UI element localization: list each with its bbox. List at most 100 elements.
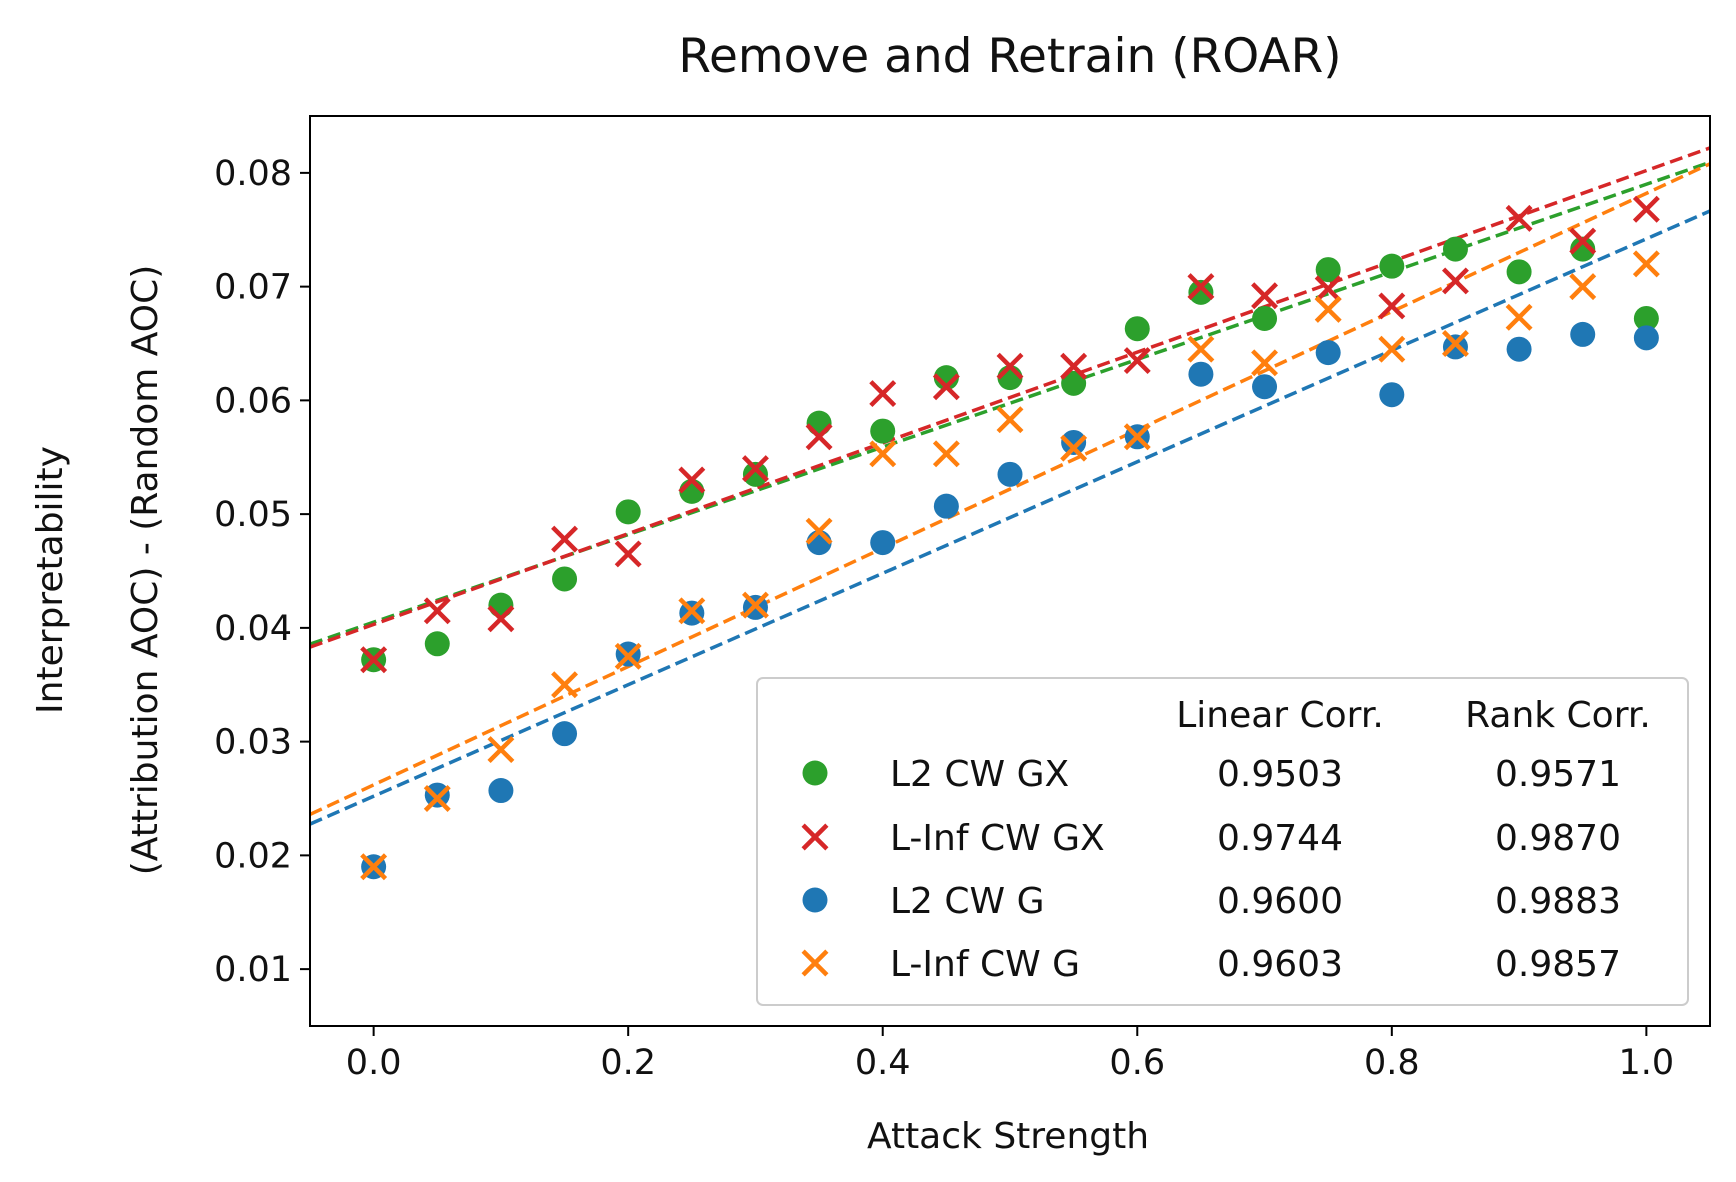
x-tick-label: 0.0 [346,1043,402,1083]
legend-item-l-inf-cw-g: L-Inf CW G 0.9603 0.9857 [801,944,1621,985]
plot-frame [309,115,1711,1027]
y-tick-label: 0.07 [214,268,292,308]
point-l-inf-cw-g [869,440,897,468]
point-l2-cw-g [1061,429,1087,455]
point-l-inf-cw-gx [423,597,451,625]
point-l-inf-cw-g [1314,295,1342,323]
point-l-inf-cw-g [614,642,642,670]
point-l2-cw-g [1633,325,1659,351]
point-l2-cw-gx [1633,305,1659,331]
legend-label: L2 CW GX [890,754,1069,795]
point-l-inf-cw-gx [1569,227,1597,255]
fit-line-l-inf-cw-g [310,162,1710,817]
point-l-inf-cw-g [551,671,579,699]
point-l-inf-cw-g [1187,335,1215,363]
y-axis-label-line-2: (Attribution AOC) - (Random AOC) [125,265,166,876]
legend-rank-corr: 0.9857 [1495,944,1621,985]
y-tick-label: 0.01 [214,950,292,990]
fit-line-l-inf-cw-gx [310,146,1710,649]
point-l-inf-cw-g [805,517,833,545]
point-l-inf-cw-g [360,853,388,881]
y-tick-label: 0.05 [214,495,292,535]
point-l-inf-cw-g [1632,250,1660,278]
legend-label: L-Inf CW G [890,944,1080,985]
legend-marker-l-inf-cw-gx [801,823,829,851]
point-l-inf-cw-g [1505,303,1533,331]
point-l2-cw-gx [1252,305,1278,331]
point-l-inf-cw-gx [1187,273,1215,301]
legend-label: L-Inf CW GX [890,818,1105,859]
legend-box [756,677,1689,1006]
point-l-inf-cw-g [1378,335,1406,363]
point-l-inf-cw-g [1060,434,1088,462]
point-l-inf-cw-g [741,591,769,619]
point-l-inf-cw-gx [614,540,642,568]
point-l2-cw-g [1188,361,1214,387]
point-l-inf-cw-gx [1060,352,1088,380]
point-l2-cw-g [1442,334,1468,360]
point-l-inf-cw-g [1441,330,1469,357]
legend-header-rank: Rank Corr. [1465,695,1651,736]
point-l2-cw-gx [933,365,959,391]
point-l2-cw-g [933,493,959,519]
x-tick-label: 0.8 [1364,1043,1420,1083]
point-l2-cw-g [488,778,514,804]
legend-item-l-inf-cw-gx: L-Inf CW GX 0.9744 0.9870 [801,818,1621,859]
legend-rank-corr: 0.9571 [1495,754,1621,795]
point-l2-cw-gx [1061,370,1087,396]
point-l-inf-cw-gx [1123,347,1151,375]
point-l2-cw-gx [1570,236,1596,262]
chart-title: Remove and Retrain (ROAR) [678,29,1341,84]
point-l2-cw-gx [1506,259,1532,285]
x-axis: 0.0 0.2 0.4 0.6 0.8 1.0 [346,1026,1674,1083]
x-tick-label: 0.4 [855,1043,911,1083]
y-tick-label: 0.06 [214,381,292,421]
point-l-inf-cw-gx [487,605,515,633]
legend-rank-corr: 0.9870 [1495,818,1621,859]
point-l-inf-cw-gx [741,455,769,483]
y-axis-label-line-1: Interpretability [30,446,71,714]
point-l-inf-cw-gx [996,352,1024,380]
point-l-inf-cw-g [678,597,706,625]
point-l-inf-cw-gx [360,646,388,674]
point-l2-cw-gx [615,499,641,525]
legend-item-l2-cw-g: L2 CW G 0.9600 0.9883 [802,881,1621,922]
point-l-inf-cw-g [487,736,515,764]
legend-rows: L2 CW GX 0.9503 0.9571 L-Inf CW GX 0.9744 0.9… [801,754,1621,985]
point-l-inf-cw-gx [869,380,897,408]
legend-linear-corr: 0.9600 [1217,881,1343,922]
point-l2-cw-gx [1315,257,1341,283]
x-tick-label: 0.2 [600,1043,656,1083]
y-tick-label: 0.03 [214,723,292,763]
series-l2-cw-gx [361,236,1659,673]
point-l2-cw-g [997,461,1023,487]
x-tick-label: 0.6 [1109,1043,1165,1083]
y-axis: 0.01 0.02 0.03 0.04 0.05 0.06 0.07 0.08 [214,154,310,990]
point-l2-cw-gx [1124,316,1150,342]
point-l2-cw-g [552,721,578,747]
point-l-inf-cw-gx [678,466,706,494]
point-l2-cw-gx [1188,279,1214,305]
point-l2-cw-g [1315,340,1341,366]
point-l2-cw-g [1570,321,1596,347]
point-l2-cw-gx [488,592,514,618]
point-l2-cw-g [424,782,450,808]
series-l-inf-cw-gx [360,195,1660,674]
point-l2-cw-gx [1379,253,1405,279]
fit-line-l2-cw-g [310,209,1710,826]
x-tick-label: 1.0 [1619,1043,1675,1083]
legend-label: L2 CW G [890,881,1044,922]
y-tick-label: 0.04 [214,609,292,649]
point-l-inf-cw-g [932,440,960,468]
point-l-inf-cw-g [1251,349,1279,377]
plot-area [310,146,1710,881]
y-tick-label: 0.08 [214,154,292,194]
point-l-inf-cw-g [423,785,451,812]
point-l2-cw-g [1379,382,1405,408]
point-l-inf-cw-g [1123,423,1151,451]
point-l-inf-cw-gx [932,373,960,401]
series-l-inf-cw-g [360,250,1660,881]
legend-linear-corr: 0.9603 [1217,944,1343,985]
point-l-inf-cw-gx [1251,282,1279,310]
